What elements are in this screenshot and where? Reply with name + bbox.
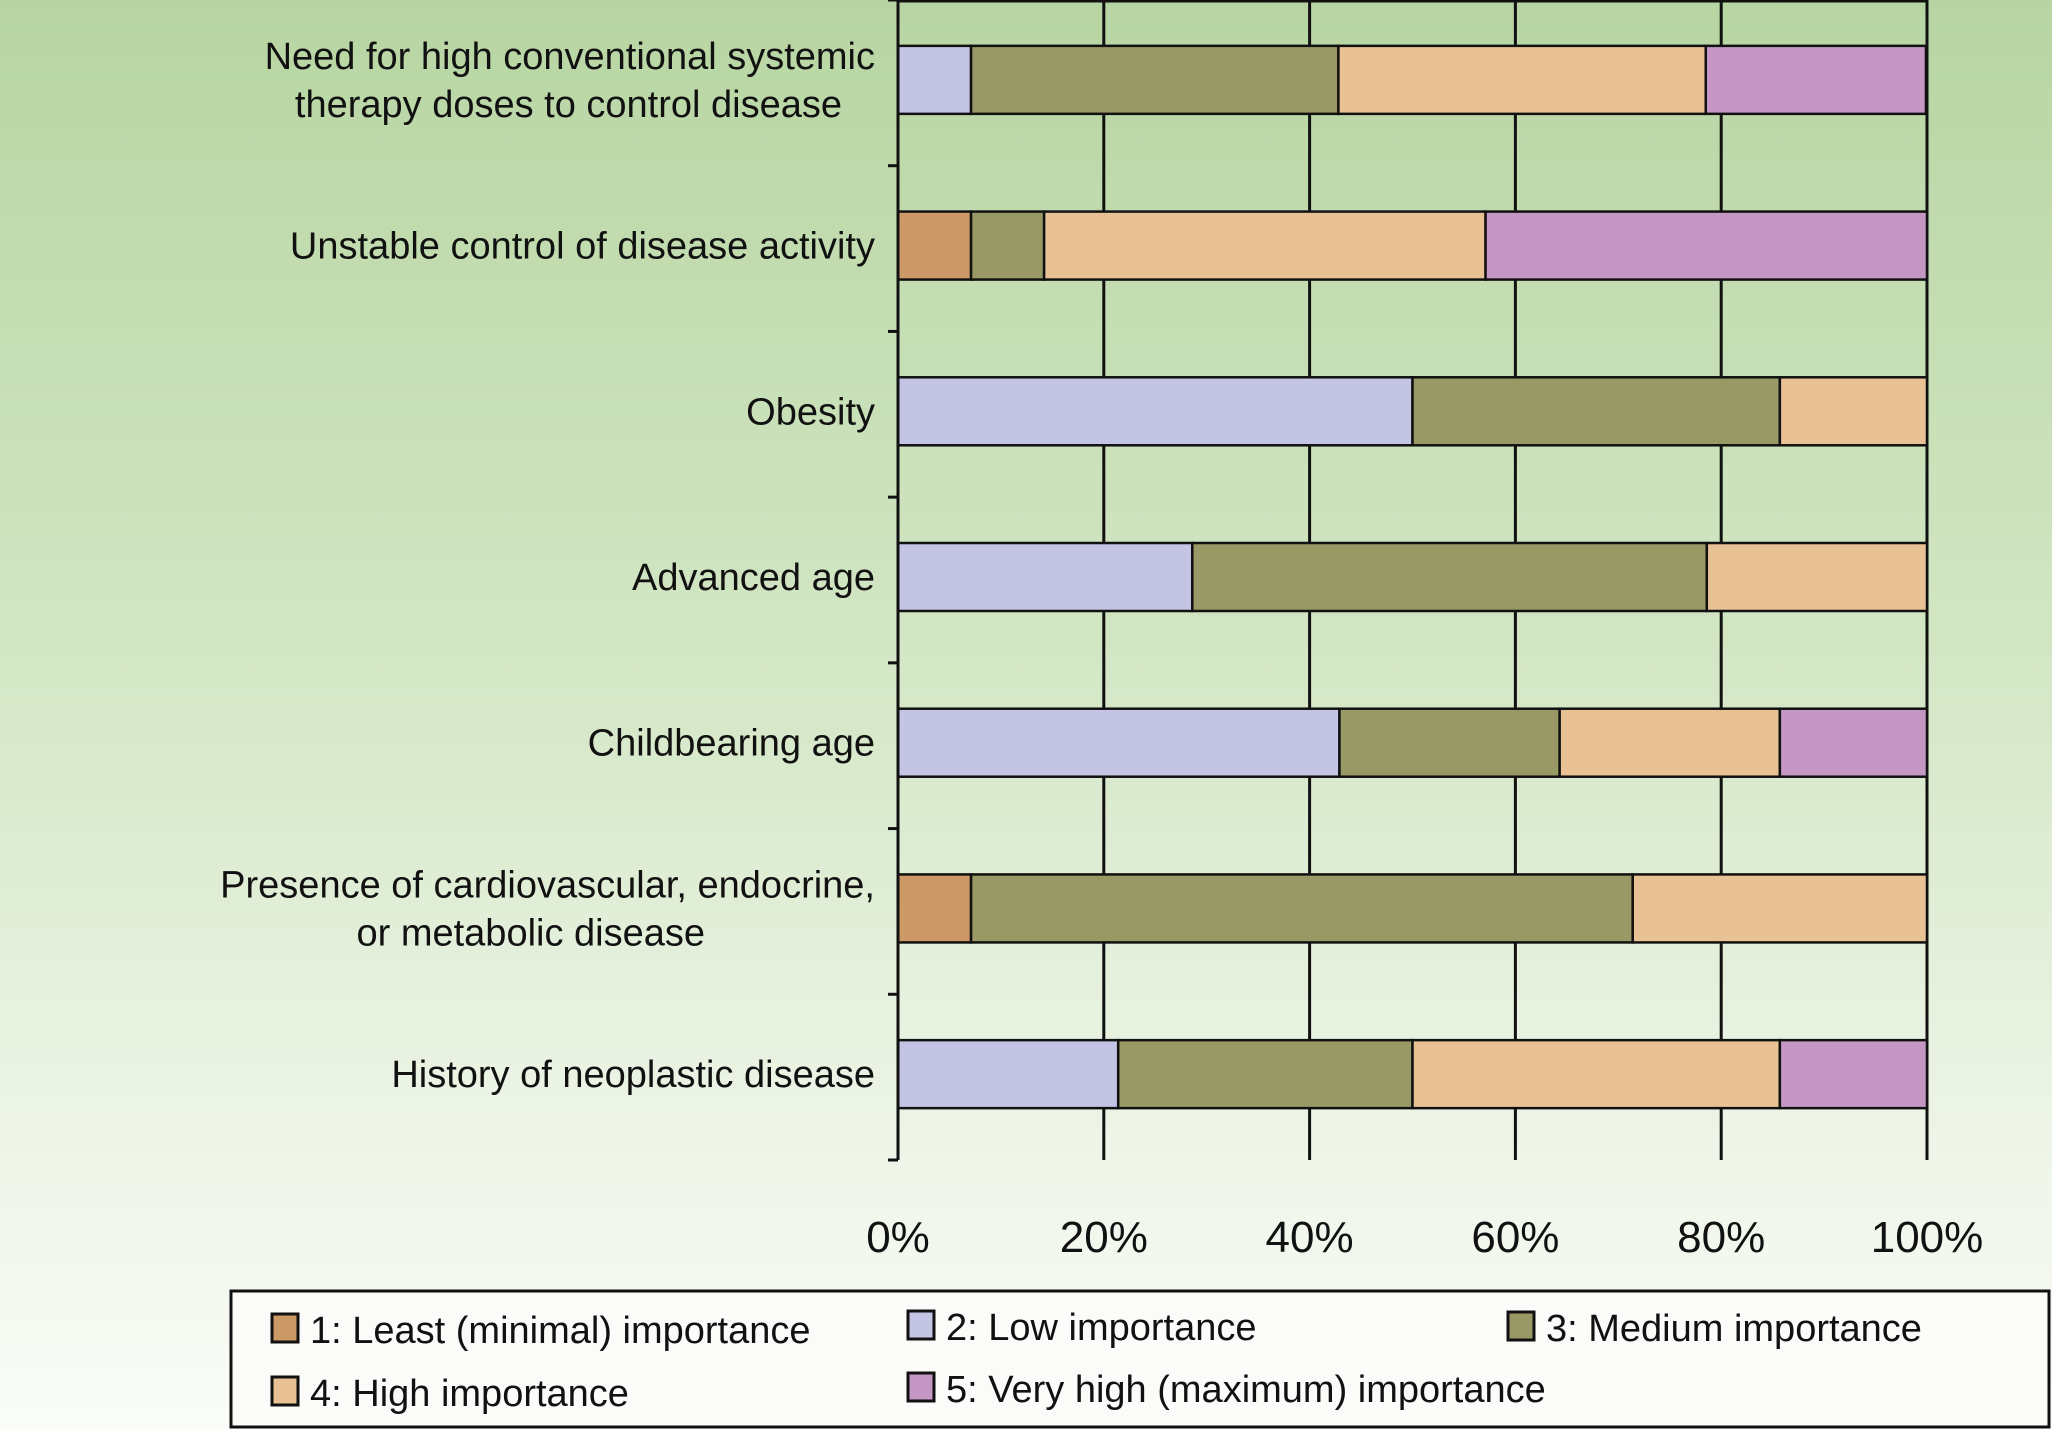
category-label: Childbearing age — [588, 723, 875, 765]
bar-segment — [1778, 1038, 1929, 1110]
bar-segment — [896, 707, 1341, 778]
legend-label: 1: Least (minimal) importance — [310, 1310, 811, 1352]
bar-segment — [1704, 44, 1928, 116]
bar-segment — [1778, 376, 1929, 447]
bar-segment — [1411, 376, 1782, 447]
legend-swatch — [906, 1309, 936, 1341]
category-label: Advanced age — [632, 557, 875, 599]
bar-segment — [896, 1038, 1120, 1110]
bar-segment — [969, 873, 1634, 944]
bar-segment — [1116, 1038, 1414, 1110]
category-label: Presence of cardiovascular, endocrine, or… — [220, 864, 875, 954]
legend-label: 4: High importance — [310, 1373, 629, 1415]
bar-segment — [1042, 210, 1487, 281]
category-label: History of neoplastic disease — [391, 1054, 875, 1096]
bar-segment — [1705, 541, 1929, 613]
bar-segment — [1484, 210, 1929, 281]
legend-box — [229, 1289, 2051, 1429]
bar-segment — [1338, 707, 1561, 778]
bar-segment — [1191, 541, 1709, 613]
legend-label: 2: Low importance — [946, 1307, 1257, 1349]
bar-segment — [1558, 707, 1782, 778]
legend-swatch — [1506, 1310, 1536, 1342]
bar-segment — [1337, 44, 1708, 116]
bar-segment — [1631, 873, 1929, 944]
category-label: Obesity — [746, 391, 875, 433]
bar-segment — [896, 541, 1194, 613]
legend-swatch — [906, 1371, 936, 1403]
legend-label: 3: Medium importance — [1546, 1308, 1922, 1350]
bar-segment — [896, 210, 973, 281]
bar-segment — [969, 210, 1046, 281]
x-tick-label: 80% — [1677, 1213, 1765, 1262]
x-tick-label: 100% — [1871, 1213, 1984, 1262]
x-tick-label: 60% — [1471, 1213, 1559, 1262]
legend: 1: Least (minimal) importance 2: Low impo… — [229, 1289, 2051, 1429]
bar-segment — [1778, 707, 1929, 778]
bar-segment — [1411, 1038, 1782, 1110]
bar-segment — [896, 873, 973, 944]
legend-swatch — [270, 1375, 300, 1407]
category-label: Need for high conventional systemic thera… — [265, 36, 875, 126]
x-tick-label: 0% — [866, 1213, 930, 1262]
bar-segment — [896, 376, 1414, 447]
category-label: Unstable control of disease activity — [290, 226, 875, 268]
x-tick-label: 40% — [1266, 1213, 1354, 1262]
bar-segment — [896, 44, 973, 116]
legend-swatch — [270, 1312, 300, 1344]
bar-segment — [969, 44, 1340, 116]
x-tick-label: 20% — [1060, 1213, 1148, 1262]
legend-label: 5: Very high (maximum) importance — [946, 1369, 1546, 1411]
